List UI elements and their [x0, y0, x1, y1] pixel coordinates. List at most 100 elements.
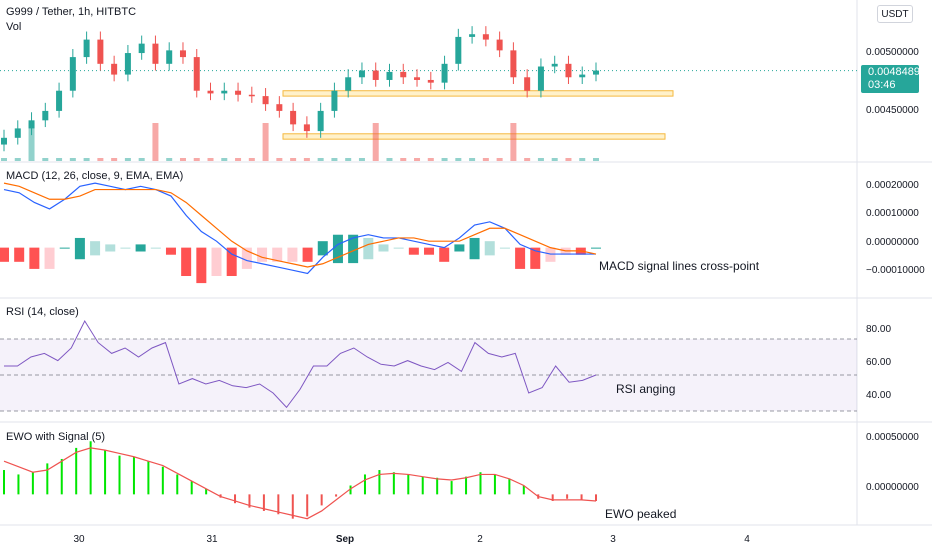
candle	[235, 90, 242, 95]
ewo-histogram-bar	[580, 494, 583, 500]
volume-bar	[152, 123, 159, 161]
macd-tick-label: 0.00020000	[866, 180, 919, 191]
ewo-histogram-bar	[190, 481, 193, 495]
ewo-tick-label: 0.00050000	[866, 432, 919, 443]
candle-countdown: 03:46	[868, 79, 896, 91]
ewo-histogram-bar	[551, 494, 554, 501]
macd-histogram-bar	[363, 237, 374, 260]
macd-histogram-bar	[226, 247, 237, 277]
ewo-tick-label: 0.00000000	[866, 482, 919, 493]
candle	[193, 57, 200, 91]
ewo-histogram-bar	[147, 461, 150, 495]
volume-bar	[56, 158, 63, 161]
candle	[83, 39, 90, 58]
candle	[537, 66, 544, 91]
ewo-histogram-bar	[262, 494, 265, 511]
volume-bar	[166, 158, 173, 161]
volume-bar	[482, 158, 489, 161]
volume-bar	[510, 123, 517, 161]
ewo-histogram-bar	[566, 494, 569, 499]
candle	[262, 96, 269, 105]
price-tick-label: 0.00450000	[866, 105, 919, 116]
ewo-pane[interactable]	[3, 441, 597, 520]
volume-bar	[290, 158, 297, 161]
candle	[331, 90, 338, 111]
volume-bar	[83, 158, 90, 161]
price-tick-label: 0.00500000	[866, 47, 919, 58]
volume-bar	[537, 158, 544, 161]
ewo-histogram-bar	[291, 494, 294, 519]
rsi-line	[4, 319, 597, 409]
candle	[56, 90, 63, 111]
candle	[276, 104, 283, 111]
macd-histogram-bar	[439, 247, 450, 262]
candle	[372, 70, 379, 80]
ewo-histogram-bar	[176, 474, 179, 495]
candle	[414, 77, 421, 80]
candle	[152, 43, 159, 64]
macd-histogram-bar	[499, 247, 510, 249]
rsi-tick-label: 40.00	[866, 390, 891, 401]
volume-bar	[400, 158, 407, 161]
macd-histogram-bar	[181, 247, 192, 277]
volume-bar	[138, 158, 145, 161]
candle	[593, 70, 599, 75]
macd-annotation: MACD signal lines cross-point	[599, 259, 760, 273]
rsi-tick-label: 80.00	[866, 324, 891, 335]
volume-bar	[248, 158, 255, 161]
ewo-histogram-bar	[479, 472, 482, 495]
macd-histogram-bar	[317, 241, 328, 256]
currency-badge[interactable]: USDT	[877, 5, 913, 23]
ewo-histogram-bar	[205, 488, 208, 495]
ewo-histogram-bar	[118, 455, 121, 495]
volume-bar	[565, 158, 572, 161]
macd-histogram-bar	[165, 247, 176, 255]
candle	[358, 70, 365, 78]
macd-histogram-bar	[120, 247, 131, 249]
macd-tick-label: 0.00000000	[866, 237, 919, 248]
macd-pane[interactable]	[0, 182, 601, 284]
candle	[386, 71, 393, 80]
volume-bar	[414, 158, 421, 161]
volume-bar	[524, 158, 531, 161]
ewo-histogram-bar	[3, 470, 5, 495]
candle	[179, 50, 186, 58]
candle	[42, 110, 49, 121]
volume-bar	[262, 123, 269, 161]
candle	[441, 63, 448, 83]
volume-bar	[28, 123, 35, 161]
volume-bar	[427, 158, 434, 161]
candle	[579, 74, 586, 78]
volume-bar	[496, 158, 503, 161]
chart-title: G999 / Tether, 1h, HITBTC	[6, 6, 137, 18]
time-tick-label: 2	[477, 534, 483, 545]
macd-histogram-bar	[515, 247, 526, 269]
rsi-annotation: RSI anging	[616, 382, 676, 396]
ewo-histogram-bar	[595, 494, 597, 501]
price-pane[interactable]	[0, 26, 857, 161]
candle	[469, 34, 476, 37]
macd-histogram-bar	[469, 237, 480, 260]
ewo-histogram-bar	[335, 494, 338, 497]
volume-bar	[193, 158, 200, 161]
ewo-histogram-bar	[277, 494, 280, 515]
candle	[1, 137, 7, 145]
candle	[290, 110, 297, 125]
macd-histogram-bar	[332, 234, 343, 264]
candle	[124, 53, 131, 75]
support-zone	[282, 90, 674, 97]
volume-bar	[42, 158, 49, 161]
volume-bar	[97, 158, 104, 161]
macd-histogram-bar	[454, 244, 465, 252]
candle	[482, 34, 489, 40]
candle	[565, 63, 572, 78]
candle	[138, 43, 145, 54]
ewo-histogram-bar	[349, 485, 352, 495]
time-tick-label: 4	[744, 534, 750, 545]
macd-histogram-bar	[378, 244, 389, 252]
macd-histogram-bar	[14, 247, 25, 262]
candle	[221, 90, 228, 94]
rsi-pane[interactable]	[0, 319, 857, 412]
